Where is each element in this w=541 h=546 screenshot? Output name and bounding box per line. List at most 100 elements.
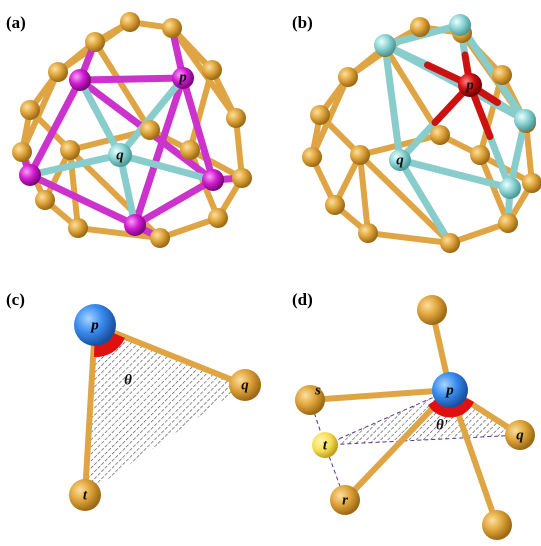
- atom: [202, 169, 224, 191]
- bond: [19, 69, 61, 155]
- atom: [69, 479, 101, 511]
- atom: [350, 145, 370, 165]
- atom-label: t: [323, 437, 328, 453]
- atom: [498, 213, 518, 233]
- bond: [523, 120, 535, 186]
- atom: [295, 385, 325, 415]
- atom: [310, 105, 330, 125]
- atom-label: θ': [436, 417, 448, 433]
- atom: [492, 65, 512, 85]
- atom-label: p: [444, 382, 454, 398]
- bond: [92, 39, 153, 133]
- panel-label: (b): [292, 13, 313, 32]
- atom-label: s: [314, 382, 321, 398]
- atom: [374, 34, 396, 56]
- atom: [202, 60, 222, 80]
- atom: [68, 218, 88, 238]
- atom-label: p: [89, 317, 99, 333]
- atom: [180, 140, 200, 160]
- atom: [330, 485, 360, 515]
- atom: [432, 372, 468, 408]
- atom: [312, 432, 338, 458]
- bond: [477, 72, 505, 158]
- bond: [179, 74, 217, 184]
- atom: [85, 32, 105, 52]
- bond: [76, 76, 124, 159]
- atom-label: q: [241, 377, 249, 393]
- atom: [505, 420, 535, 450]
- atom: [48, 62, 68, 82]
- bond: [26, 171, 139, 229]
- panel-label: (a): [6, 13, 26, 32]
- panel-label: (c): [6, 290, 25, 309]
- atom: [208, 208, 228, 228]
- atom: [522, 173, 541, 193]
- atom: [440, 233, 460, 253]
- bond: [477, 152, 511, 226]
- bond: [76, 74, 187, 84]
- atom: [232, 168, 252, 188]
- bond: [381, 41, 404, 164]
- angle-plane: [85, 325, 245, 495]
- atom: [482, 510, 512, 540]
- atom: [172, 67, 194, 89]
- atom: [449, 14, 471, 36]
- bond: [396, 156, 514, 192]
- atom-label: q: [516, 427, 524, 443]
- atom: [19, 164, 41, 186]
- atom: [325, 195, 345, 215]
- bond: [357, 152, 371, 236]
- bond: [309, 74, 351, 160]
- bond: [447, 220, 511, 246]
- bond: [26, 76, 84, 179]
- atom: [499, 177, 521, 199]
- atom-label: q: [396, 152, 404, 168]
- atom: [389, 149, 411, 171]
- atom: [20, 100, 40, 120]
- bond: [187, 67, 215, 153]
- atom: [338, 67, 358, 87]
- bond: [365, 230, 453, 246]
- atom: [74, 304, 116, 346]
- atom-label: p: [177, 69, 187, 85]
- bond: [233, 115, 245, 181]
- bond: [26, 151, 124, 179]
- atom: [470, 145, 490, 165]
- bond: [75, 225, 163, 241]
- atom: [12, 142, 32, 162]
- atom-label: t: [83, 487, 88, 503]
- atom: [417, 295, 447, 325]
- atom: [60, 140, 80, 160]
- bond: [307, 387, 453, 403]
- atom: [140, 120, 160, 140]
- drawing: [12, 12, 541, 540]
- atom-label: q: [116, 147, 124, 163]
- atom: [150, 228, 170, 248]
- bond: [92, 322, 248, 388]
- atom: [514, 109, 536, 131]
- panel-label: (d): [292, 290, 313, 309]
- bond: [116, 74, 187, 159]
- atom: [229, 369, 261, 401]
- atom: [410, 17, 430, 37]
- atom: [358, 223, 378, 243]
- atom-label: r: [342, 492, 348, 508]
- bond: [357, 152, 453, 246]
- atom: [69, 69, 91, 91]
- atom: [124, 214, 146, 236]
- atom: [120, 12, 140, 32]
- atom: [162, 18, 182, 38]
- atom: [430, 125, 450, 145]
- atom-label: p: [464, 77, 474, 93]
- bond: [82, 322, 98, 498]
- atom: [302, 147, 322, 167]
- bond: [131, 176, 217, 229]
- atom: [226, 108, 246, 128]
- bond: [157, 215, 221, 241]
- atom: [108, 143, 132, 167]
- atom: [35, 190, 55, 210]
- bond: [382, 44, 443, 138]
- atom: [458, 73, 482, 97]
- bond: [116, 151, 217, 184]
